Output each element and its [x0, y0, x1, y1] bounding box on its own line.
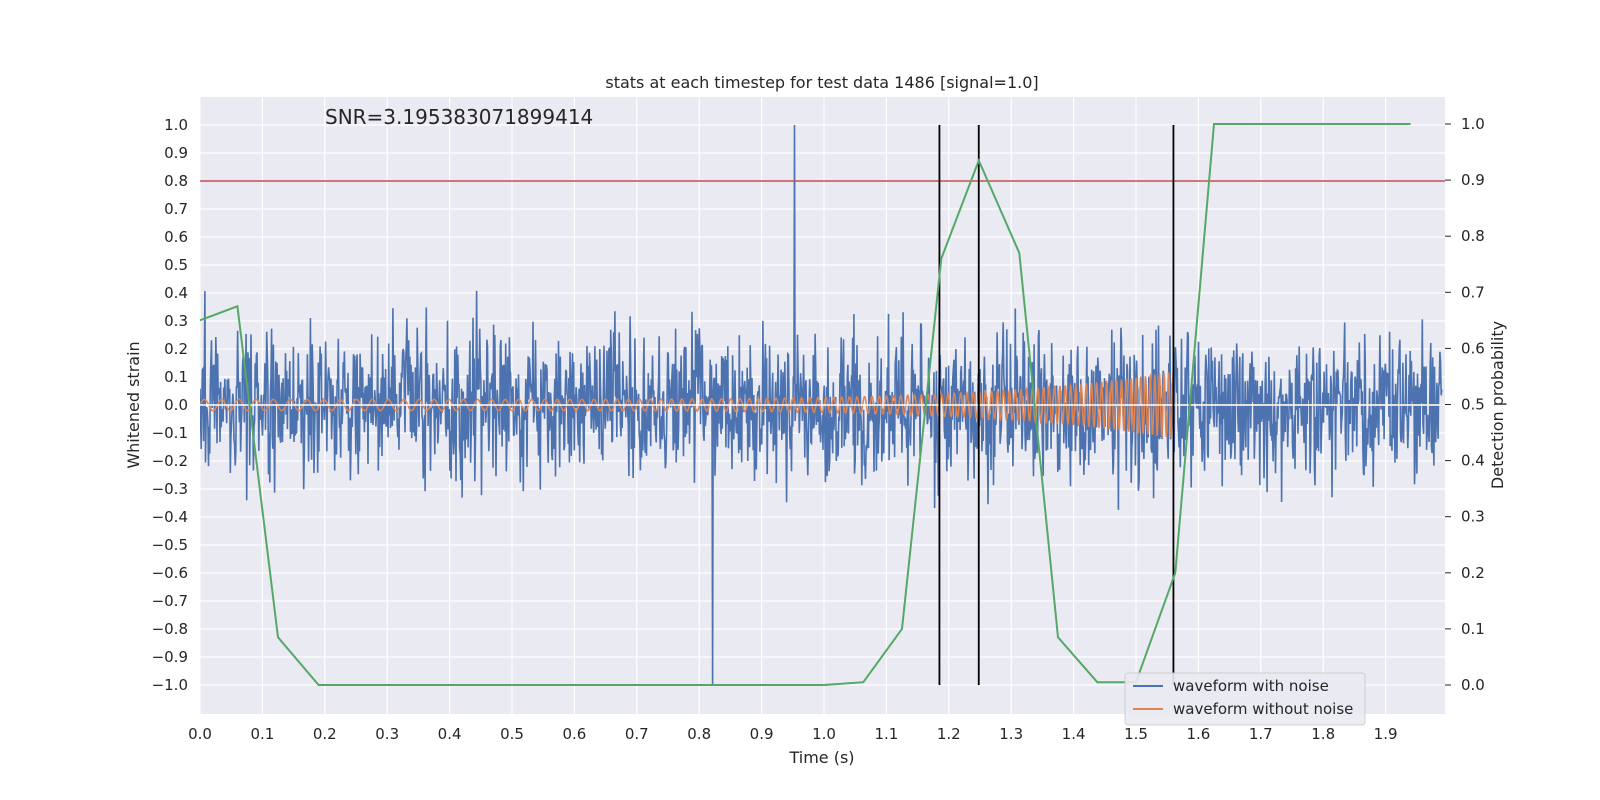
x-tick-label: 0.7 — [625, 725, 649, 743]
y-right-tick-label: 0.0 — [1461, 676, 1485, 694]
y-tick-label: 0.7 — [164, 200, 188, 218]
y-axis-right-label: Detection probability — [1488, 321, 1507, 489]
x-tick-label: 0.8 — [687, 725, 711, 743]
legend-box — [1124, 672, 1366, 726]
y-tick-label: −1.0 — [152, 676, 188, 694]
legend-clean-label: waveform without noise — [1173, 700, 1353, 718]
x-tick-label: 0.4 — [438, 725, 462, 743]
y-tick-label: 0.6 — [164, 228, 188, 246]
y-right-tick-label: 0.5 — [1461, 396, 1485, 414]
y-right-tick-label: 0.9 — [1461, 171, 1485, 189]
y-axis-left: 1.0 0.9 0.8 0.7 0.6 0.5 0.4 0.3 0.2 0.1 0.0 −0.1 −0.… — [152, 116, 188, 694]
y-tick-label: 0.8 — [164, 172, 188, 190]
y-right-tick-label: 0.6 — [1461, 339, 1485, 357]
y-tick-label: 0.1 — [164, 368, 188, 386]
y-axis-label: Whitened strain — [124, 341, 143, 468]
x-tick-label: 0.6 — [562, 725, 586, 743]
x-tick-label: 0.5 — [500, 725, 524, 743]
y-tick-label: −0.6 — [152, 564, 188, 582]
x-tick-label: 0.3 — [375, 725, 399, 743]
y-tick-label: 1.0 — [164, 116, 188, 134]
chart-title: stats at each timestep for test data 148… — [605, 73, 1038, 92]
y-tick-label: 0.0 — [164, 396, 188, 414]
y-tick-label: −0.3 — [152, 480, 188, 498]
y-axis-right: 1.0 0.9 0.8 0.7 0.6 0.5 0.4 0.3 0.2 0.1 0.0 — [1445, 115, 1485, 694]
x-tick-label: 1.9 — [1374, 725, 1398, 743]
y-right-tick-label: 0.3 — [1461, 508, 1485, 526]
x-tick-label: 0.9 — [750, 725, 774, 743]
y-tick-label: −0.8 — [152, 620, 188, 638]
x-axis: 0.0 0.1 0.2 0.3 0.4 0.5 0.6 0.7 0.8 0.9 1.0 1.1 1.2 1… — [188, 725, 1397, 743]
x-tick-label: 1.3 — [999, 725, 1023, 743]
x-tick-label: 1.2 — [937, 725, 961, 743]
y-tick-label: −0.4 — [152, 508, 188, 526]
x-tick-label: 0.1 — [250, 725, 274, 743]
legend-noise-label: waveform with noise — [1173, 677, 1329, 695]
y-tick-label: −0.5 — [152, 536, 188, 554]
y-right-tick-label: 0.4 — [1461, 452, 1485, 470]
x-tick-label: 1.7 — [1249, 725, 1273, 743]
series-waveform-with-noise — [200, 124, 1443, 686]
y-right-tick-label: 0.7 — [1461, 283, 1485, 301]
x-tick-label: 1.0 — [812, 725, 836, 743]
x-axis-label: Time (s) — [788, 748, 854, 767]
x-tick-label: 1.1 — [874, 725, 898, 743]
y-right-tick-label: 0.8 — [1461, 227, 1485, 245]
snr-annotation: SNR=3.195383071899414 — [325, 105, 593, 129]
y-tick-label: −0.2 — [152, 452, 188, 470]
y-tick-label: 0.2 — [164, 340, 188, 358]
x-tick-label: 0.0 — [188, 725, 212, 743]
y-right-tick-label: 0.1 — [1461, 620, 1485, 638]
y-tick-label: 0.4 — [164, 284, 188, 302]
x-tick-label: 1.5 — [1124, 725, 1148, 743]
x-tick-label: 1.8 — [1311, 725, 1335, 743]
y-tick-label: −0.7 — [152, 592, 188, 610]
y-right-tick-label: 1.0 — [1461, 115, 1485, 133]
x-tick-label: 1.6 — [1186, 725, 1210, 743]
x-tick-label: 1.4 — [1062, 725, 1086, 743]
y-tick-label: −0.1 — [152, 424, 188, 442]
y-tick-label: 0.9 — [164, 144, 188, 162]
y-tick-label: 0.3 — [164, 312, 188, 330]
y-right-tick-label: 0.2 — [1461, 564, 1485, 582]
x-tick-label: 0.2 — [313, 725, 337, 743]
y-tick-label: −0.9 — [152, 648, 188, 666]
legend: waveform with noise waveform without noi… — [1124, 672, 1366, 726]
y-tick-label: 0.5 — [164, 256, 188, 274]
